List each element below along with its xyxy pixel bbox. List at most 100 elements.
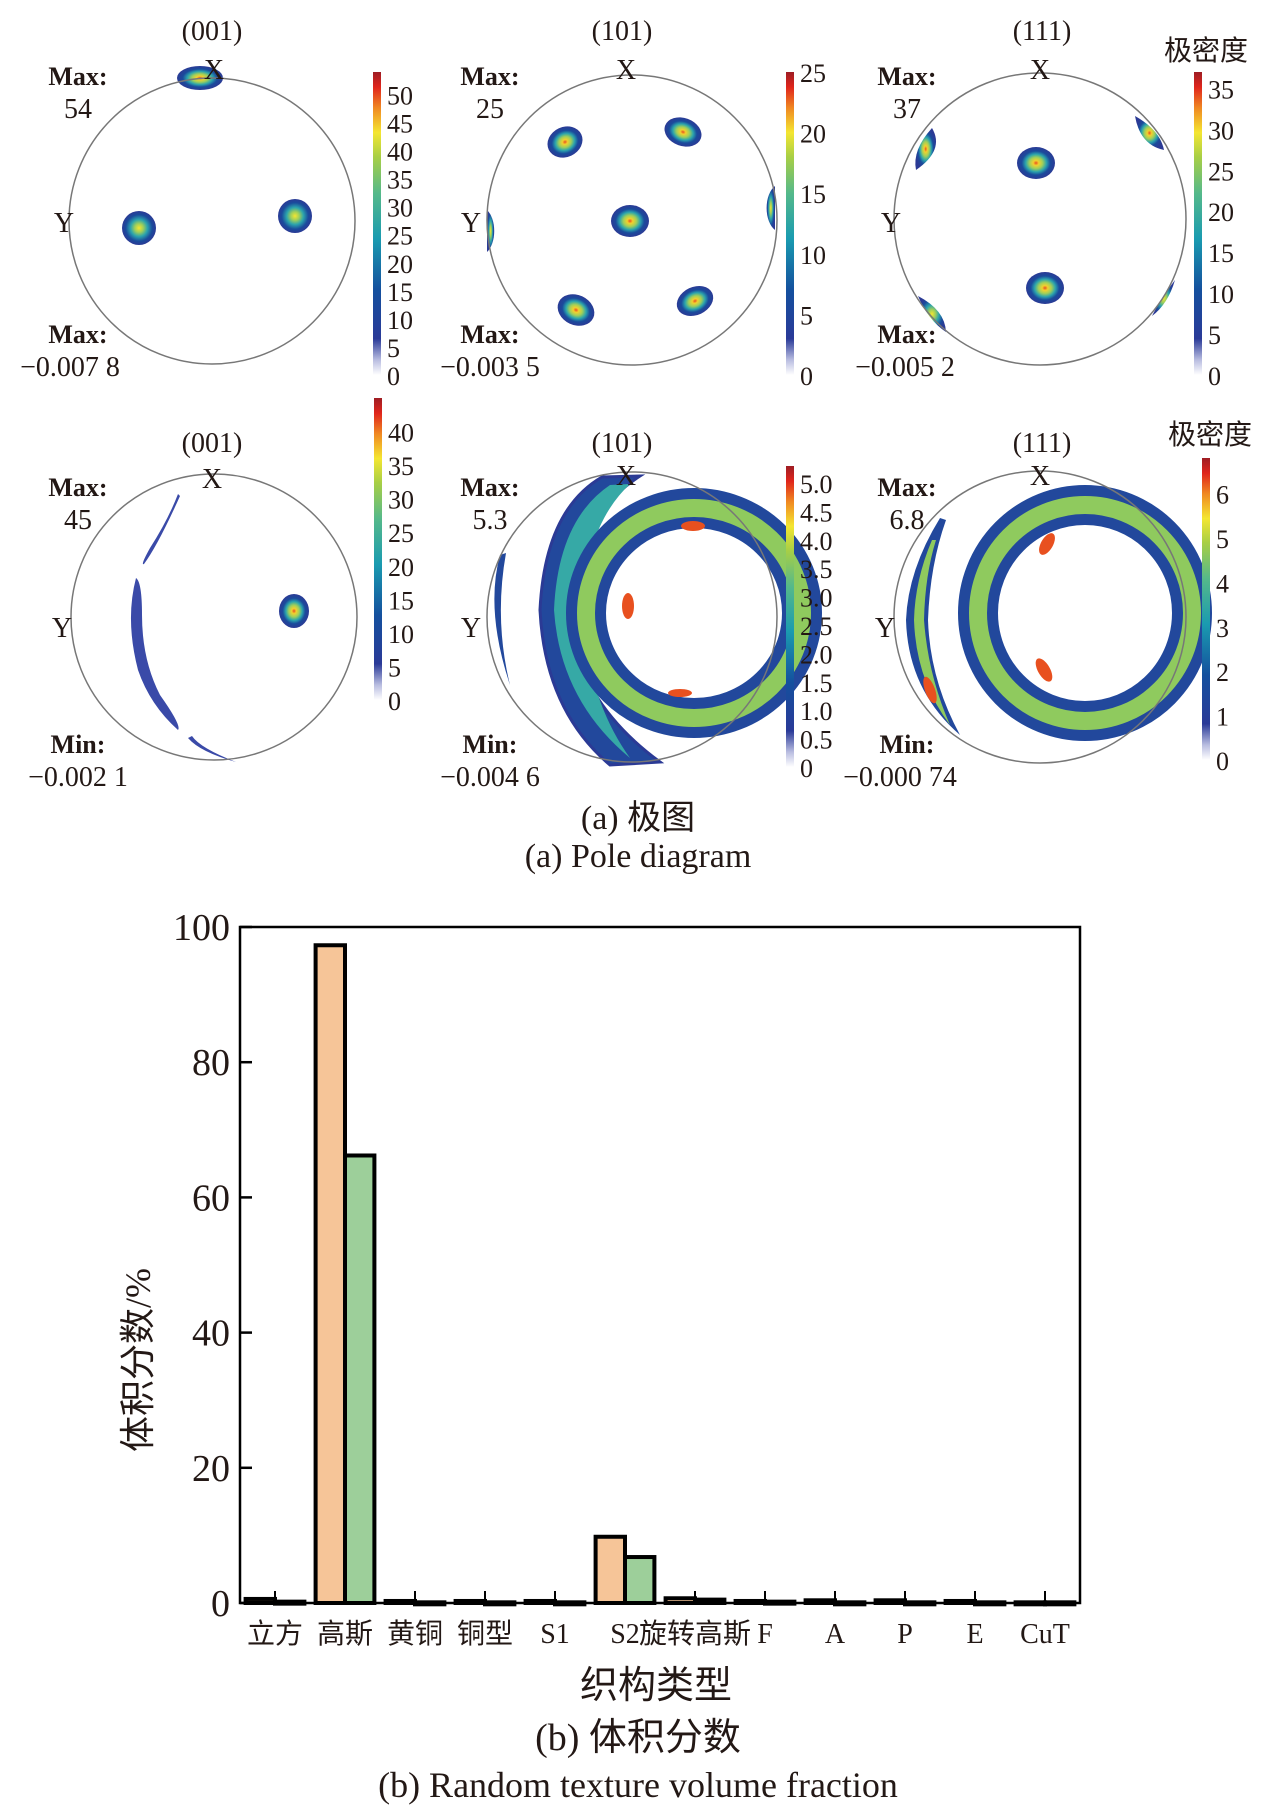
min-value: −0.002 1	[28, 762, 128, 790]
plane-label: (101)	[592, 428, 653, 459]
pole-spot	[611, 205, 649, 237]
bar-series-1-6	[663, 1596, 697, 1606]
pole-circle	[486, 74, 778, 366]
max-value: 25	[476, 94, 504, 125]
max-value: 54	[64, 94, 92, 125]
pole-circle	[486, 471, 778, 763]
axis-y-label: Y	[875, 613, 895, 644]
colorbar-tick-label: 1.5	[800, 669, 833, 698]
pole-band	[494, 553, 510, 685]
min-value: −0.003 5	[440, 352, 540, 383]
bar-series-1-10	[943, 1598, 977, 1605]
min-value: −0.000 74	[843, 762, 957, 790]
bar-series-2-6	[693, 1597, 727, 1605]
colorbar-tick-label: 25	[1208, 157, 1234, 186]
plane-label: (111)	[1013, 428, 1072, 459]
x-tick-label: F	[757, 1619, 773, 1650]
pole-spot-edge	[918, 296, 946, 332]
colorbar-tick-label: 10	[388, 620, 414, 649]
colorbar-tick-label: 35	[388, 452, 414, 481]
axis-y-label: Y	[881, 208, 901, 239]
bar-series-1-8	[803, 1598, 837, 1606]
min-label: Min:	[463, 730, 518, 759]
x-tick-label: E	[966, 1619, 983, 1650]
panel-b-caption-cn: (b) 体积分数	[535, 1717, 741, 1759]
y-tick-label: 100	[173, 907, 230, 949]
max-label: Max:	[877, 473, 936, 502]
pole-hotspot	[668, 689, 692, 697]
pole-spot	[676, 285, 714, 317]
bar-series-2-8	[833, 1600, 867, 1607]
colorbar	[1194, 72, 1202, 375]
pole-band-core	[914, 540, 950, 725]
colorbar-tick-label: 5	[1208, 321, 1221, 350]
colorbar-tick-label: 3.0	[800, 584, 833, 613]
x-tick-label: 旋转高斯	[639, 1618, 751, 1650]
colorbar-tick-label: 0.5	[800, 726, 833, 755]
colorbar-tick-label: 10	[1208, 280, 1234, 309]
panel-a-caption-en: (a) Pole diagram	[524, 838, 752, 875]
min-value: −0.004 6	[440, 762, 540, 790]
y-tick-label: 0	[211, 1583, 230, 1625]
bar-series-1-2	[383, 1598, 418, 1605]
colorbar-tick-label: 4	[1216, 569, 1229, 598]
colorbar-tick-label: 0	[800, 754, 813, 783]
min-value: −0.007 8	[20, 352, 120, 383]
x-tick-label: 铜型	[457, 1618, 513, 1650]
pole-hotspot	[1035, 658, 1053, 682]
panel-b-caption-en: (b) Random texture volume fraction	[378, 1765, 898, 1805]
colorbar	[1202, 458, 1210, 760]
pole-figure-101-top: (101) Max: 25 Max: −0.003 5 X Y	[440, 16, 778, 383]
pole-figure-111-top: (111) Max: 37 Max: −0.005 2 X Y 极密度	[855, 16, 1248, 383]
colorbar-tick-label: 20	[1208, 198, 1234, 227]
min-label: Max:	[877, 320, 936, 349]
pole-hotspot	[622, 593, 634, 619]
pole-band	[130, 578, 179, 730]
y-tick-label: 60	[192, 1177, 230, 1219]
pole-hotspot	[681, 521, 705, 531]
colorbar	[374, 398, 382, 700]
x-tick-label: S1	[540, 1619, 570, 1650]
pole-spot	[557, 294, 595, 326]
min-label: Max:	[460, 320, 519, 349]
colorbar-tick-label: 4.0	[800, 527, 833, 556]
axis-x-label: X	[1030, 55, 1050, 86]
max-label: Max:	[460, 62, 519, 91]
max-value: 6.8	[890, 505, 925, 536]
pole-figure-111-bottom: (111) Max: 6.8 Min: −0.000 74 X Y 极密度	[843, 419, 1252, 790]
bar-series-1-3	[453, 1598, 488, 1605]
pole-spot-edge	[915, 128, 937, 170]
colorbar	[786, 466, 794, 767]
pole-figure-101-bottom: (101) Max: 5.3 Min: −0.004 6 X Y	[440, 428, 822, 790]
colorbar-tick-label: 3	[1216, 614, 1229, 643]
colorbar-tick-label: 45	[387, 110, 413, 139]
colorbar-title: 极密度	[1168, 419, 1252, 451]
x-tick-label: A	[825, 1619, 846, 1650]
colorbar-tick-label: 20	[388, 553, 414, 582]
colorbar-tick-label: 15	[388, 586, 414, 615]
pole-band	[906, 518, 960, 735]
colorbar-tick-label: 25	[800, 59, 826, 88]
x-tick-label: 黄铜	[387, 1618, 443, 1650]
colorbar-tick-label: 3.5	[800, 555, 833, 584]
bar-series-2-9	[903, 1600, 937, 1607]
colorbar-tick-label: 2.0	[800, 640, 833, 669]
pole-hotspot	[1039, 533, 1055, 555]
chart-ticks: 0 20 40 60 80 100 立方 高斯 黄铜 铜型 S1 S2 旋转高斯 F A P E CuT	[173, 907, 1070, 1650]
bar-series-1-5	[593, 1534, 627, 1606]
bar-series-1-4	[523, 1598, 557, 1605]
colorbar-tick-label: 25	[388, 519, 414, 548]
colorbar-tick-label: 0	[387, 362, 400, 391]
x-tick-label: CuT	[1020, 1619, 1070, 1650]
x-tick-label: P	[897, 1619, 913, 1650]
min-label: Min:	[51, 730, 106, 759]
colorbar-tick-label: 25	[387, 222, 413, 251]
pole-spot	[664, 117, 702, 147]
max-label: Max:	[460, 473, 519, 502]
y-tick-label: 40	[192, 1313, 230, 1355]
x-axis-title: 织构类型	[580, 1665, 732, 1707]
pole-circle	[68, 77, 356, 365]
bar-series-1-9	[873, 1598, 907, 1606]
plane-label: (111)	[1013, 16, 1072, 47]
axis-x-label: X	[616, 55, 636, 86]
